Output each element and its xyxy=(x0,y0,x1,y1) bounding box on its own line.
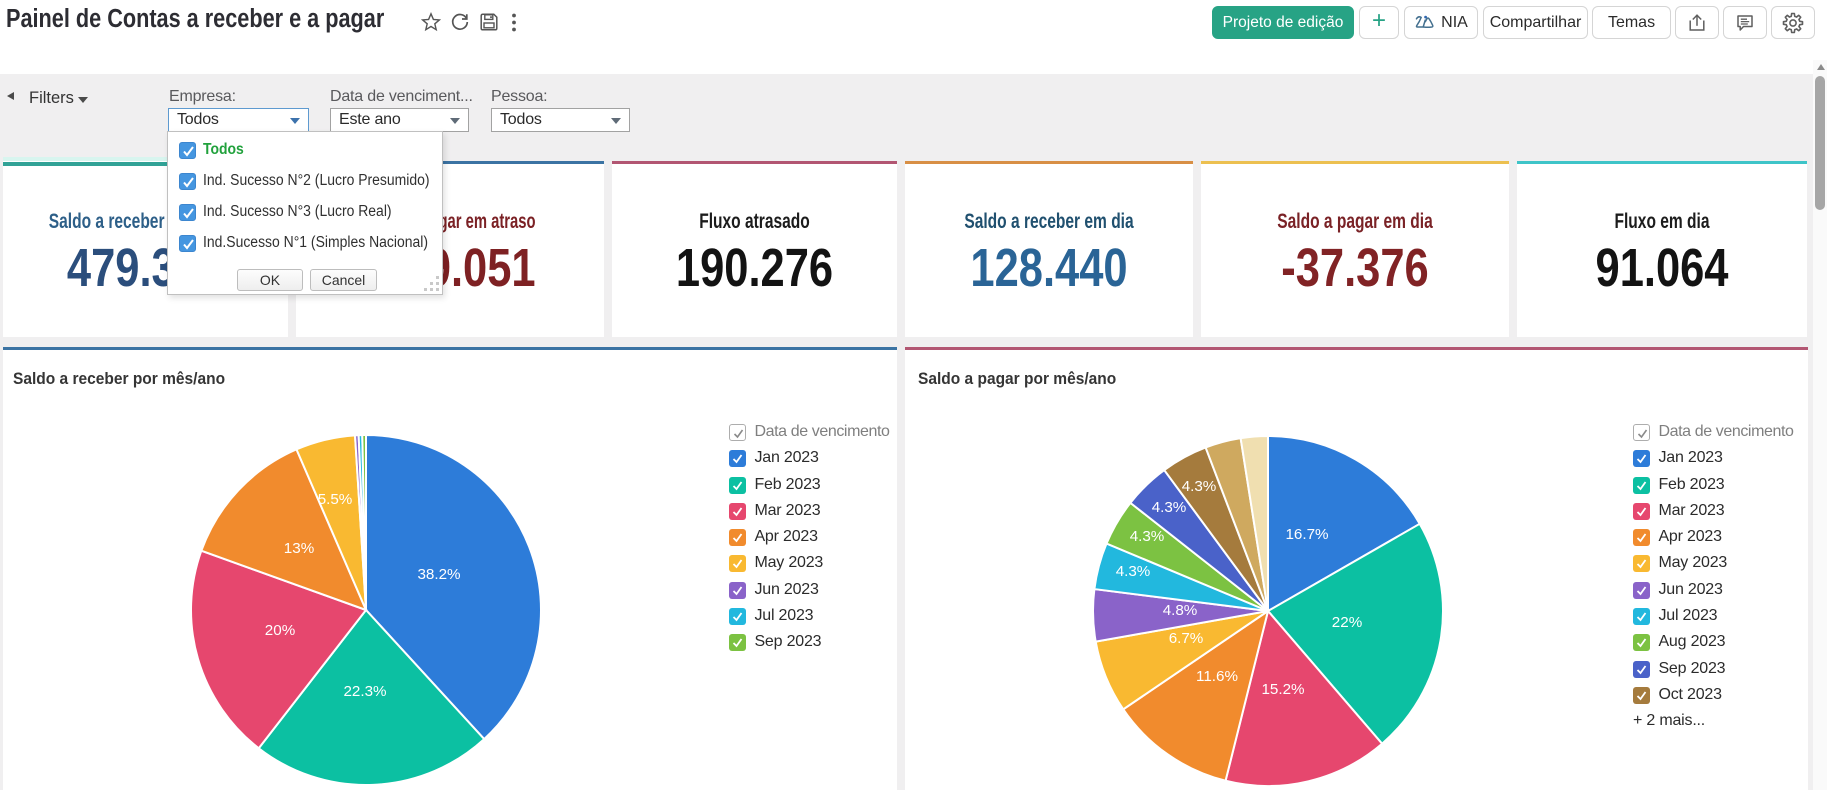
svg-text:22%: 22% xyxy=(1332,614,1362,631)
svg-text:4.3%: 4.3% xyxy=(1130,528,1165,545)
svg-text:13%: 13% xyxy=(284,540,314,557)
svg-text:4.8%: 4.8% xyxy=(1163,602,1198,619)
svg-text:4.3%: 4.3% xyxy=(1152,499,1187,516)
svg-text:15.2%: 15.2% xyxy=(1261,681,1304,698)
svg-text:38.2%: 38.2% xyxy=(417,566,460,583)
svg-text:6.7%: 6.7% xyxy=(1169,630,1204,647)
svg-text:5.5%: 5.5% xyxy=(318,491,353,508)
svg-text:16.7%: 16.7% xyxy=(1285,526,1328,543)
svg-text:20%: 20% xyxy=(265,622,295,639)
svg-text:22.3%: 22.3% xyxy=(343,683,386,700)
svg-text:11.6%: 11.6% xyxy=(1196,668,1238,685)
svg-text:4.3%: 4.3% xyxy=(1182,478,1217,495)
svg-text:4.3%: 4.3% xyxy=(1116,563,1151,580)
